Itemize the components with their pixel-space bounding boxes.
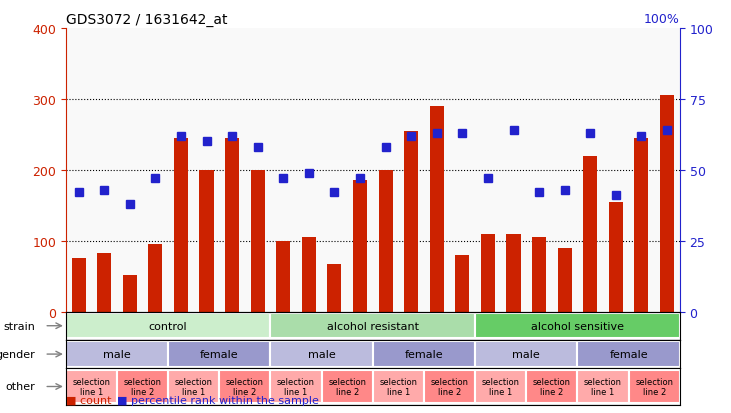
Text: 100%: 100% [644, 13, 680, 26]
Bar [398, 29, 424, 312]
Text: ■ percentile rank within the sample: ■ percentile rank within the sample [117, 395, 319, 405]
Bar [123, 275, 137, 312]
Text: selection
line 1: selection line 1 [584, 377, 622, 396]
Bar [276, 241, 290, 312]
Text: selection
line 1: selection line 1 [482, 377, 520, 396]
Bar [501, 29, 526, 312]
Bar [475, 342, 577, 367]
Bar [481, 234, 495, 312]
Bar [66, 370, 117, 403]
Text: female: female [610, 349, 648, 359]
Y-axis label: strain: strain [3, 321, 35, 331]
Text: selection
line 1: selection line 1 [379, 377, 417, 396]
Bar [97, 254, 111, 312]
Bar [609, 202, 623, 312]
Bar [577, 342, 680, 367]
Bar [270, 342, 373, 367]
Text: control: control [149, 321, 187, 331]
Bar [455, 255, 469, 312]
Bar [168, 370, 219, 403]
Text: selection
line 2: selection line 2 [328, 377, 366, 396]
Bar [526, 29, 552, 312]
Bar [219, 29, 245, 312]
Bar [373, 370, 424, 403]
Bar [404, 131, 418, 312]
Text: female: female [405, 349, 443, 359]
Bar [143, 29, 168, 312]
Bar [66, 342, 168, 367]
Bar [91, 29, 117, 312]
Bar [635, 138, 648, 312]
Text: alcohol resistant: alcohol resistant [327, 321, 419, 331]
Text: GDS3072 / 1631642_at: GDS3072 / 1631642_at [66, 12, 227, 26]
Bar [430, 107, 444, 312]
Bar [353, 181, 367, 312]
Text: alcohol sensitive: alcohol sensitive [531, 321, 624, 331]
Text: female: female [200, 349, 238, 359]
Bar [583, 156, 597, 312]
Bar [327, 264, 341, 312]
Text: selection
line 1: selection line 1 [277, 377, 315, 396]
Text: selection
line 2: selection line 2 [533, 377, 571, 396]
Y-axis label: gender: gender [0, 349, 35, 359]
Bar [450, 29, 475, 312]
Bar [660, 96, 674, 312]
Bar [296, 29, 322, 312]
Bar [373, 29, 398, 312]
Text: ■ count: ■ count [66, 395, 111, 405]
Bar [603, 29, 629, 312]
Text: selection
line 1: selection line 1 [175, 377, 213, 396]
Bar [174, 138, 188, 312]
Bar [270, 313, 475, 339]
Bar [629, 370, 680, 403]
Bar [251, 170, 265, 312]
Bar [200, 170, 213, 312]
Bar [347, 29, 373, 312]
Text: selection
line 2: selection line 2 [431, 377, 469, 396]
Bar [148, 244, 162, 312]
Bar [654, 29, 680, 312]
Text: male: male [103, 349, 131, 359]
Bar [475, 29, 501, 312]
Bar [629, 29, 654, 312]
Bar [532, 237, 546, 312]
Bar [66, 313, 270, 339]
Bar [552, 29, 577, 312]
Bar [507, 234, 520, 312]
Bar [322, 370, 373, 403]
Text: selection
line 2: selection line 2 [635, 377, 673, 396]
Bar [302, 237, 316, 312]
Bar [66, 29, 91, 312]
Bar [194, 29, 219, 312]
Bar [577, 370, 629, 403]
Bar [225, 138, 239, 312]
Text: male: male [512, 349, 540, 359]
Bar [270, 370, 322, 403]
Bar [322, 29, 347, 312]
Bar [373, 342, 475, 367]
Text: selection
line 1: selection line 1 [72, 377, 110, 396]
Bar [270, 29, 296, 312]
Bar [577, 29, 603, 312]
Text: selection
line 2: selection line 2 [226, 377, 264, 396]
Bar [168, 29, 194, 312]
Bar [219, 370, 270, 403]
Bar [424, 370, 475, 403]
Text: male: male [308, 349, 336, 359]
Bar [117, 29, 143, 312]
Bar [475, 313, 680, 339]
Y-axis label: other: other [5, 382, 35, 392]
Bar [424, 29, 450, 312]
Bar [245, 29, 270, 312]
Bar [475, 370, 526, 403]
Bar [558, 248, 572, 312]
Text: selection
line 2: selection line 2 [124, 377, 162, 396]
Bar [117, 370, 168, 403]
Bar [72, 259, 86, 312]
Bar [168, 342, 270, 367]
Bar [526, 370, 577, 403]
Bar [379, 170, 393, 312]
